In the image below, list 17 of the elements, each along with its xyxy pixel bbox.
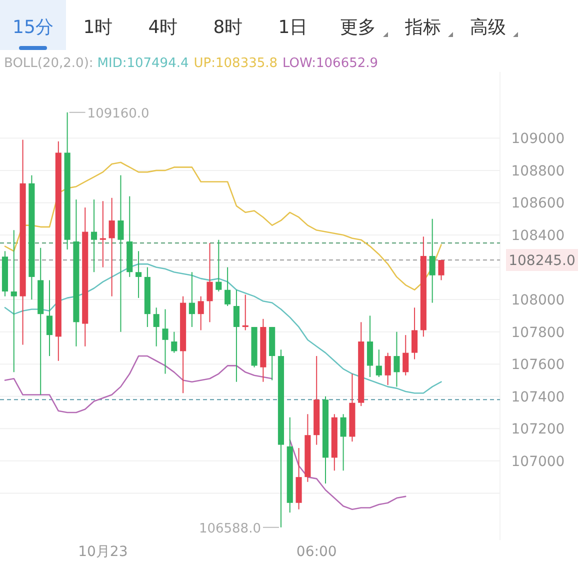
annotation: 106588.0 (198, 521, 261, 536)
y-tick-label: 108600 (511, 196, 565, 212)
y-tick-label: 109000 (511, 131, 565, 148)
annotation: 109160.0 (87, 106, 150, 122)
y-tick-label: 107400 (511, 389, 565, 406)
y-tick-label: 107800 (511, 324, 565, 341)
y-tick-label: 108000 (511, 292, 565, 309)
y-tick-label: 108400 (511, 228, 565, 244)
legend: BOLL(20,2.0): MID:107494.4 UP:108335.8 LOW:106652.9 (4, 56, 378, 71)
ref-line-label: 108245.0 (508, 253, 576, 270)
y-tick-label: 107200 (511, 422, 565, 438)
x-tick-label: 06:00 (296, 544, 337, 560)
y-tick-label: 107000 (511, 454, 565, 470)
y-tick-label: 108800 (511, 163, 565, 180)
x-tick-label: 10月23 (78, 544, 128, 560)
y-tick-label: 107600 (511, 357, 565, 374)
tabs: 15分 1时 4时 8时 1日 更多 指标 高级 (0, 0, 518, 50)
